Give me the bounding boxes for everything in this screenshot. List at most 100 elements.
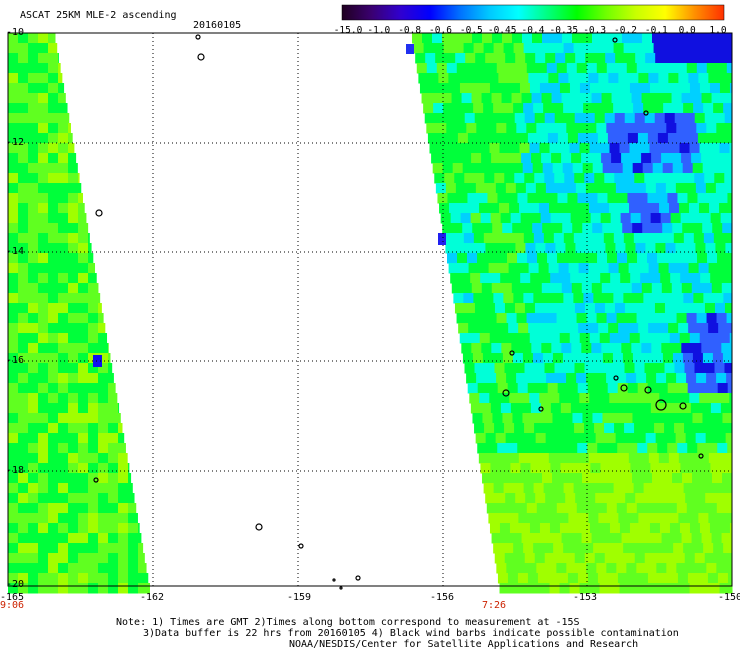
data-cell [460, 273, 471, 284]
data-cell [648, 323, 659, 334]
data-cell [519, 203, 530, 214]
data-cell [566, 373, 577, 384]
data-cell [58, 453, 69, 464]
data-cell [58, 73, 63, 84]
data-cell [677, 383, 689, 394]
data-cell [8, 133, 19, 144]
data-cell [661, 533, 673, 544]
data-cell [697, 383, 709, 394]
data-cell [540, 213, 552, 224]
data-cell [506, 373, 517, 384]
data-cell [98, 423, 109, 434]
data-cell [583, 483, 595, 494]
data-cell [532, 473, 543, 484]
data-cell [607, 253, 618, 264]
data-cell [48, 183, 59, 194]
colorbar-label: -0.3 [583, 25, 607, 36]
data-cell [48, 363, 59, 374]
data-cell [58, 283, 69, 294]
data-cell [482, 353, 494, 364]
data-cell [636, 503, 648, 514]
data-cell [88, 373, 99, 384]
data-cell [58, 433, 69, 444]
data-cell [511, 283, 523, 294]
data-cell [570, 273, 581, 284]
data-cell [88, 563, 99, 574]
data-cell [506, 123, 517, 134]
data-cell [620, 213, 632, 224]
data-cell [588, 453, 600, 464]
data-cell [68, 263, 79, 274]
data-cell [593, 483, 605, 494]
data-cell [18, 523, 29, 534]
data-cell [623, 103, 634, 114]
data-cell [520, 403, 532, 414]
data-cell [512, 413, 523, 424]
data-cell [657, 573, 669, 584]
data-cell [709, 523, 721, 534]
data-cell [38, 103, 49, 114]
data-cell [8, 343, 19, 354]
data-cell [587, 133, 599, 144]
data-cell [700, 273, 711, 284]
data-cell [558, 323, 569, 334]
data-cell [637, 383, 649, 394]
data-cell [556, 503, 568, 514]
data-cell [720, 213, 732, 224]
data-cell [68, 353, 79, 364]
data-cell [630, 213, 642, 224]
data-cell [68, 383, 79, 394]
data-cell [28, 363, 39, 374]
data-cell [591, 93, 603, 104]
data-cell [549, 583, 561, 594]
data-cell [633, 103, 644, 114]
data-cell [483, 103, 494, 114]
data-cell [535, 243, 546, 254]
data-cell [88, 383, 99, 394]
data-cell [98, 483, 109, 494]
data-cell [431, 153, 442, 164]
data-cell [616, 503, 628, 514]
data-cell [686, 373, 697, 384]
data-cell [552, 353, 564, 364]
colorbar-gradient [341, 4, 725, 21]
data-cell [38, 423, 49, 434]
data-cell [676, 503, 688, 514]
data-cell [655, 243, 666, 254]
data-cell [28, 313, 39, 324]
data-cell [531, 283, 543, 294]
data-cell [8, 453, 19, 464]
data-cell [437, 133, 449, 144]
data-cell [28, 263, 39, 274]
data-cell [645, 53, 656, 64]
data-cell [723, 483, 733, 494]
data-cell [730, 273, 733, 284]
data-cell [458, 323, 469, 334]
data-cell [118, 493, 129, 504]
data-cell [8, 523, 19, 534]
data-cell [461, 343, 472, 354]
data-cell [78, 263, 89, 274]
data-cell [620, 463, 631, 474]
lon-label: -156 [430, 592, 455, 603]
data-cell [647, 573, 659, 584]
data-cell [570, 403, 582, 414]
data-cell [8, 423, 19, 434]
data-cell [682, 353, 694, 364]
data-cell [625, 183, 637, 194]
data-cell [502, 473, 513, 484]
data-cell [653, 233, 665, 244]
data-cell [699, 203, 710, 214]
data-cell [685, 243, 696, 254]
data-cell [577, 383, 589, 394]
data-cell [38, 533, 49, 544]
data-cell [698, 513, 709, 524]
data-cell [704, 113, 716, 124]
data-cell [555, 183, 567, 194]
data-cell [526, 373, 537, 384]
data-cell [548, 73, 559, 84]
data-cell [88, 413, 99, 424]
data-cell [599, 393, 610, 404]
data-cell [108, 493, 119, 504]
data-cell [58, 343, 69, 354]
